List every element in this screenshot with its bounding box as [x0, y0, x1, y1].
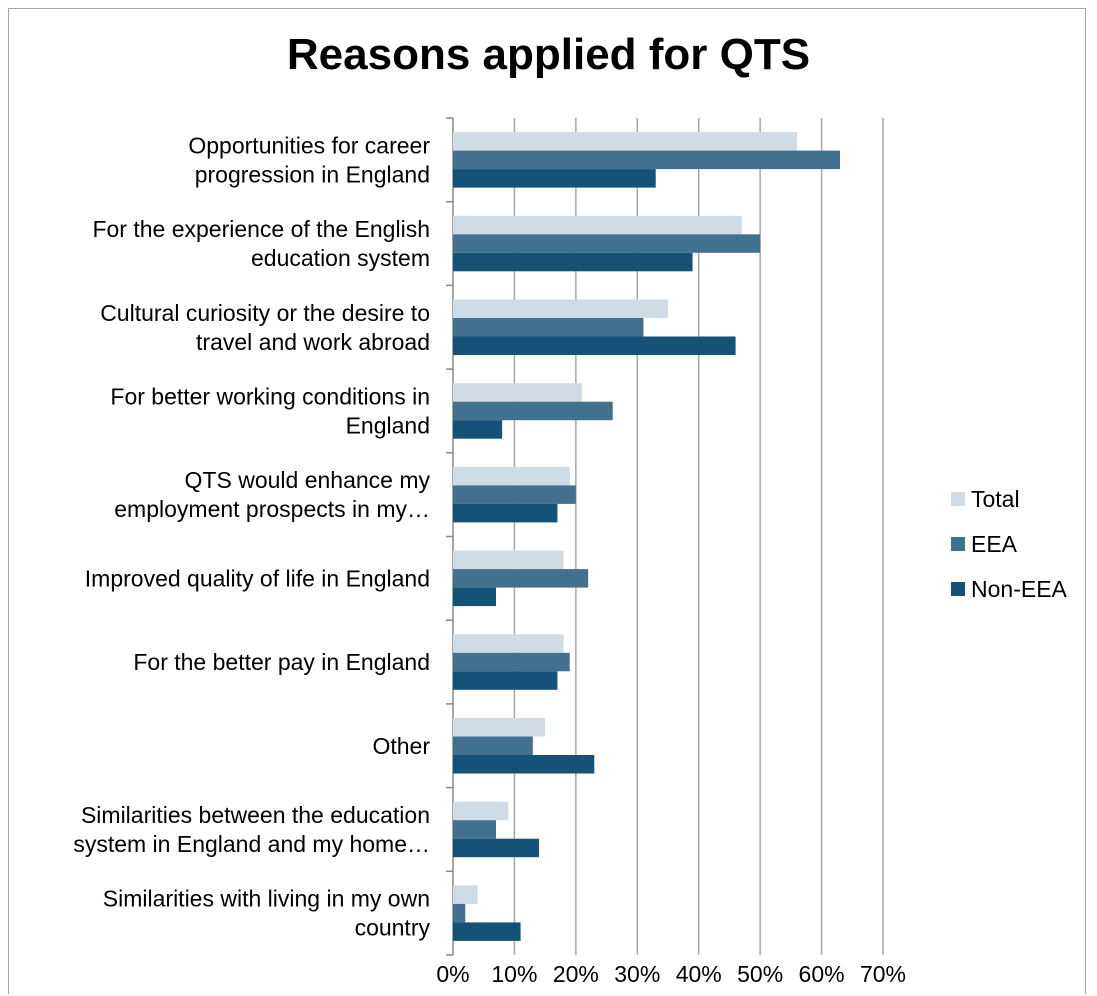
bar	[453, 550, 564, 570]
bar	[453, 383, 582, 402]
bar	[453, 234, 761, 253]
bar	[453, 801, 509, 821]
bar	[453, 503, 558, 523]
legend-swatch	[951, 582, 965, 596]
category-label: progression in England	[195, 161, 430, 187]
legend-label: Non-EEA	[971, 576, 1068, 602]
bar	[453, 401, 613, 421]
bar	[453, 336, 736, 355]
x-tick-label: 10%	[491, 961, 537, 987]
chart-title: Reasons applied for QTS	[286, 30, 811, 79]
category-label: Cultural curiosity or the desire to	[100, 300, 430, 326]
category-label: education system	[251, 245, 430, 271]
x-tick-label: 20%	[553, 961, 599, 987]
bar	[453, 838, 539, 858]
bar	[453, 634, 564, 653]
category-label: Improved quality of life in England	[85, 565, 430, 591]
category-label: For better working conditions in	[110, 383, 430, 409]
bar	[453, 318, 644, 337]
bar	[453, 215, 742, 235]
bar	[453, 755, 595, 774]
category-label: employment prospects in my…	[114, 496, 430, 522]
bar	[453, 922, 521, 941]
category-label: Other	[372, 733, 430, 759]
bar	[453, 466, 570, 486]
bar	[453, 652, 570, 672]
bar	[453, 718, 546, 737]
category-label: England	[346, 412, 430, 438]
bar	[453, 820, 496, 839]
category-label: system in England and my home…	[73, 831, 430, 857]
legend-swatch	[951, 492, 965, 506]
category-label: Similarities between the education	[81, 802, 430, 828]
legend-swatch	[951, 537, 965, 551]
bar	[453, 299, 668, 318]
x-tick-label: 50%	[737, 961, 783, 987]
legend-label: Total	[971, 486, 1020, 512]
bar	[453, 150, 840, 170]
bar	[453, 132, 797, 151]
x-tick-label: 0%	[436, 961, 469, 987]
x-tick-label: 30%	[614, 961, 660, 987]
bar	[453, 569, 589, 588]
category-label: QTS would enhance my	[185, 467, 431, 493]
x-tick-label: 60%	[799, 961, 845, 987]
bar	[453, 420, 503, 439]
category-label: For the better pay in England	[133, 649, 430, 675]
category-label: country	[355, 915, 431, 941]
x-tick-label: 70%	[860, 961, 906, 987]
bar	[453, 736, 533, 755]
bar	[453, 671, 558, 690]
bar	[453, 885, 478, 904]
bar	[453, 252, 693, 272]
bar	[453, 587, 496, 607]
category-label: Similarities with living in my own	[103, 886, 430, 912]
x-tick-label: 40%	[676, 961, 722, 987]
bar	[453, 485, 576, 504]
category-label: travel and work abroad	[196, 329, 430, 355]
bar	[453, 903, 466, 923]
category-label: Opportunities for career	[188, 132, 430, 158]
category-label: For the experience of the English	[92, 216, 430, 242]
bar	[453, 169, 656, 188]
legend-label: EEA	[971, 531, 1018, 557]
